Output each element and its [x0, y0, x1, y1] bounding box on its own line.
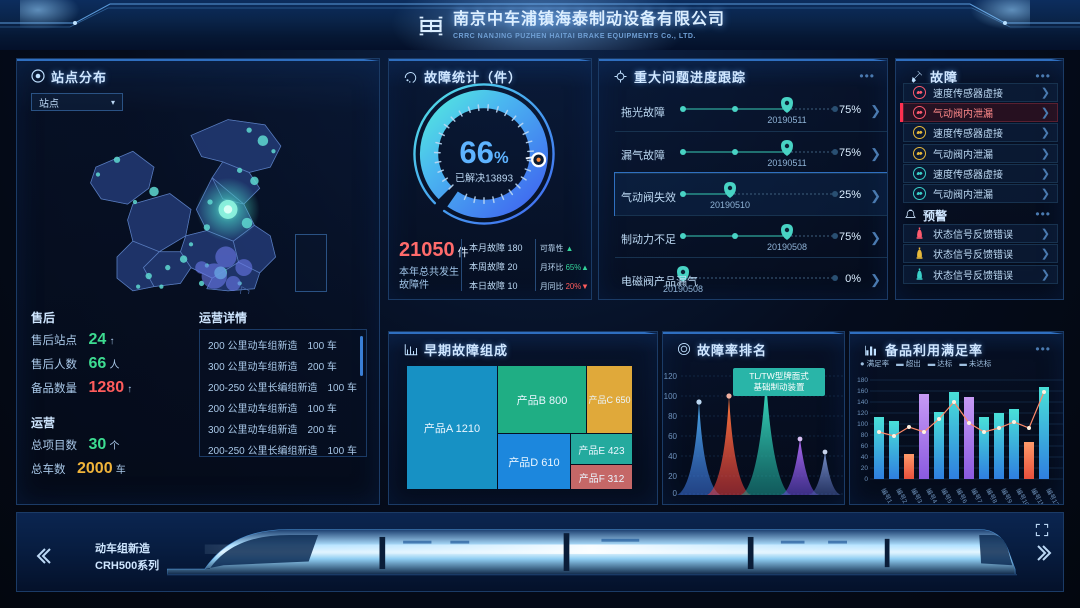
svg-text:编号5: 编号5 [939, 487, 954, 505]
svg-text:已解决13893: 已解决13893 [455, 171, 513, 184]
svg-text:编号1: 编号1 [879, 487, 894, 505]
svg-text:20190511: 20190511 [767, 115, 806, 125]
svg-text:80: 80 [861, 432, 869, 439]
svg-text:20190511: 20190511 [767, 158, 806, 168]
svg-text:120: 120 [664, 372, 678, 381]
svg-text:60: 60 [861, 443, 869, 450]
svg-text:编号4: 编号4 [924, 487, 939, 505]
svg-text:100: 100 [857, 421, 868, 428]
svg-text:编号2: 编号2 [894, 487, 909, 505]
svg-text:编号8: 编号8 [984, 487, 999, 505]
svg-text:120: 120 [857, 410, 868, 417]
svg-text:编号10: 编号10 [1014, 487, 1031, 505]
svg-text:60: 60 [668, 432, 677, 441]
svg-text:编号7: 编号7 [969, 487, 984, 505]
svg-text:140: 140 [857, 399, 868, 406]
svg-text:160: 160 [857, 388, 868, 395]
svg-text:40: 40 [668, 452, 677, 461]
svg-text:66%: 66% [459, 135, 509, 170]
svg-text:编号11: 编号11 [1029, 487, 1046, 505]
svg-text:编号9: 编号9 [999, 487, 1014, 505]
svg-text:40: 40 [861, 454, 869, 461]
svg-text:编号12: 编号12 [1044, 487, 1061, 505]
svg-text:80: 80 [668, 412, 677, 421]
svg-text:0: 0 [673, 489, 678, 498]
svg-text:20190510: 20190510 [710, 200, 750, 210]
svg-text:100: 100 [664, 392, 678, 401]
svg-text:20190508: 20190508 [767, 242, 807, 252]
svg-text:180: 180 [857, 377, 868, 384]
svg-text:编号6: 编号6 [954, 487, 969, 505]
svg-text:20: 20 [861, 465, 869, 472]
svg-text:编号3: 编号3 [909, 487, 924, 505]
svg-text:20: 20 [668, 472, 677, 481]
